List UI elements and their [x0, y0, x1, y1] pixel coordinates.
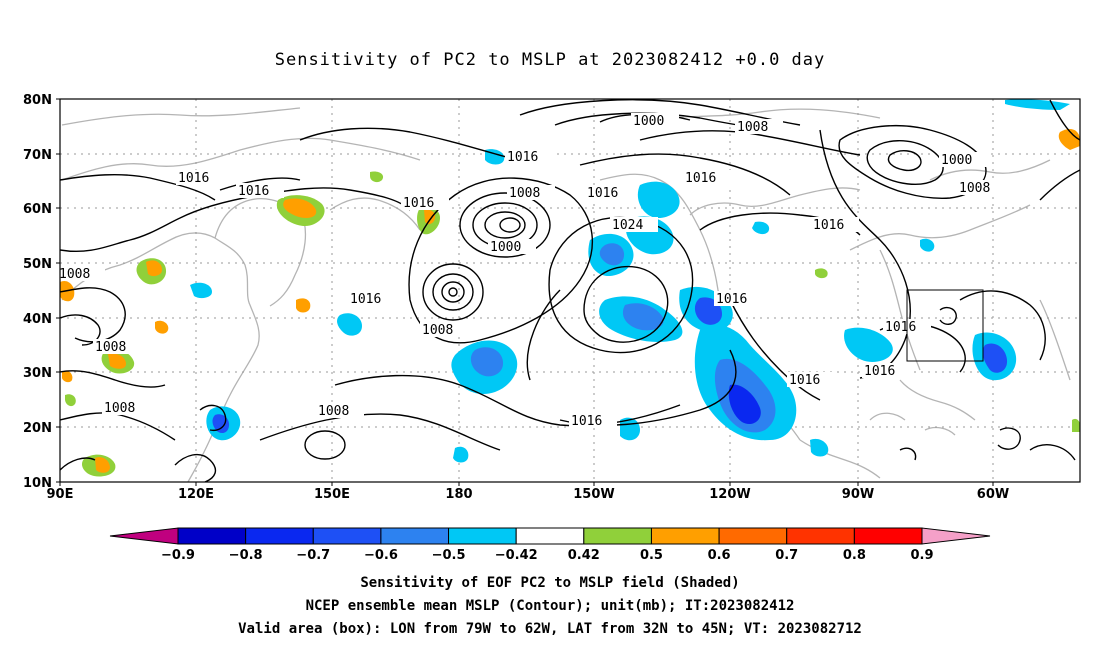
- contour-label: 1000: [490, 240, 521, 255]
- footer-line-3: Valid area (box): LON from 79W to 62W, L…: [238, 621, 862, 637]
- lon-label: 60W: [977, 487, 1009, 502]
- colorbar: [109, 527, 991, 545]
- footer-line-2: NCEP ensemble mean MSLP (Contour); unit(…: [305, 598, 795, 614]
- lat-label: 50N: [23, 257, 52, 272]
- lat-label: 20N: [23, 421, 52, 436]
- contour-label: 1016: [507, 150, 538, 165]
- lon-label: 120E: [178, 487, 214, 502]
- colorbar-label: −0.9: [161, 548, 195, 563]
- valid-area-box: [906, 289, 984, 362]
- contour-label: 1008: [59, 267, 90, 282]
- contour-label: 1016: [716, 292, 747, 307]
- colorbar-labels: −0.9 −0.8 −0.7 −0.6 −0.5 −0.42 0.42 0.5 0.6 0.7 0.…: [161, 548, 933, 563]
- colorbar-swatch: [109, 527, 179, 545]
- colorbar-label: 0.9: [910, 548, 933, 563]
- colorbar-swatch: [177, 527, 247, 545]
- colorbar-swatch: [245, 527, 314, 545]
- colorbar-label: −0.5: [432, 548, 466, 563]
- negative-sensitivity-shading: [190, 99, 1070, 463]
- lat-label: 60N: [23, 202, 52, 217]
- lon-label: 90W: [842, 487, 874, 502]
- contour-label: 1016: [587, 186, 618, 201]
- lat-label: 30N: [23, 366, 52, 381]
- map-title: Sensitivity of PC2 to MSLP at 2023082412…: [274, 50, 826, 70]
- contour-label: 1008: [959, 181, 990, 196]
- contour-label: 1024: [612, 218, 643, 233]
- contour-label: 1016: [571, 414, 602, 429]
- colorbar-label: −0.7: [296, 548, 330, 563]
- colorbar-label: −0.8: [229, 548, 263, 563]
- contour-label: 1000: [941, 153, 972, 168]
- lon-label: 150W: [573, 487, 614, 502]
- footer-line-1: Sensitivity of EOF PC2 to MSLP field (Sh…: [360, 575, 740, 591]
- map-frame: [59, 98, 1081, 483]
- colorbar-swatch: [448, 527, 517, 545]
- lon-label: 150E: [314, 487, 350, 502]
- colorbar-label: 0.42: [568, 548, 600, 563]
- colorbar-swatch: [312, 527, 382, 545]
- contour-label: 1016: [178, 171, 209, 186]
- contour-label: 1008: [318, 404, 349, 419]
- lat-label: 40N: [23, 312, 52, 327]
- contour-label: 1000: [633, 114, 664, 129]
- lat-label: 80N: [23, 93, 52, 108]
- colorbar-swatch: [853, 527, 923, 545]
- lon-label: 120W: [709, 487, 750, 502]
- lon-label: 180: [445, 487, 472, 502]
- contour-label: 1008: [104, 401, 135, 416]
- lat-label: 70N: [23, 148, 52, 163]
- contour-label: 1016: [789, 373, 820, 388]
- longitude-labels: 90E 120E 150E 180 150W 120W 90W 60W: [47, 487, 1010, 502]
- lon-label: 90E: [47, 487, 74, 502]
- contour-label: 1016: [403, 196, 434, 211]
- contour-label: 1016: [864, 364, 895, 379]
- colorbar-swatch: [583, 527, 652, 545]
- contour-label: 1016: [885, 320, 916, 335]
- lat-label: 10N: [23, 476, 52, 491]
- colorbar-label: −0.6: [364, 548, 398, 563]
- contour-label: 1008: [422, 323, 453, 338]
- contour-label: 1016: [685, 171, 716, 186]
- latitude-labels: 80N 70N 60N 50N 40N 30N 20N 10N: [23, 93, 52, 491]
- axis-ticks: [56, 98, 994, 486]
- contour-label: 1016: [238, 184, 269, 199]
- contour-label: 1008: [95, 340, 126, 355]
- positive-sensitivity-shading: [60, 129, 1080, 477]
- contour-labels: 1000 1008 1016 1016 1016 1016 1008 1000 …: [59, 114, 991, 429]
- colorbar-label: 0.7: [775, 548, 798, 563]
- colorbar-label: 0.6: [708, 548, 731, 563]
- contour-label: 1016: [350, 292, 381, 307]
- contour-label: 1016: [813, 218, 844, 233]
- colorbar-label: 0.8: [843, 548, 866, 563]
- colorbar-swatch: [515, 527, 585, 545]
- colorbar-swatch: [718, 527, 788, 545]
- contour-label: 1008: [509, 186, 540, 201]
- contour-label: 1008: [737, 120, 768, 135]
- colorbar-label: 0.5: [640, 548, 663, 563]
- colorbar-swatch: [786, 527, 855, 545]
- colorbar-swatch: [921, 527, 991, 545]
- colorbar-label: −0.42: [495, 548, 538, 563]
- colorbar-swatch: [650, 527, 720, 545]
- colorbar-swatch: [380, 527, 450, 545]
